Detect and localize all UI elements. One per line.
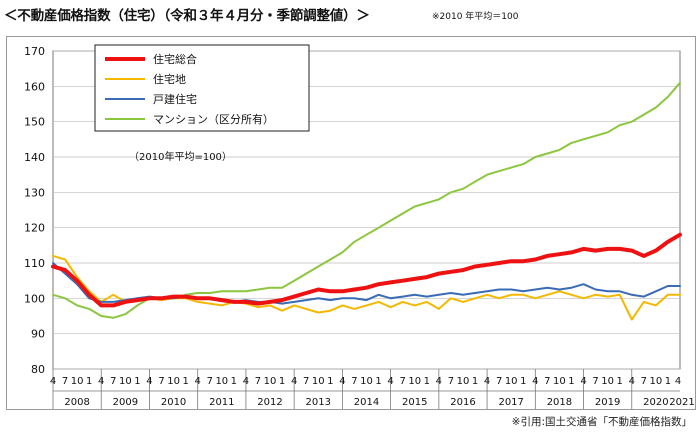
x-month-label: 10 bbox=[408, 376, 421, 387]
x-month-label: 10 bbox=[650, 376, 663, 387]
x-month-label: 10 bbox=[167, 376, 180, 387]
x-month-label: 1 bbox=[665, 376, 671, 387]
x-month-label: 7 bbox=[62, 376, 68, 387]
chart-annotation: （2010年平均=100） bbox=[129, 150, 232, 163]
x-month-label: 4 bbox=[580, 376, 586, 387]
x-month-label: 7 bbox=[496, 376, 502, 387]
x-month-label: 4 bbox=[532, 376, 538, 387]
x-year-label: 2011 bbox=[209, 397, 234, 408]
base-year-note: ※2010 年平均＝100 bbox=[432, 12, 519, 22]
x-year-label: 2012 bbox=[257, 397, 282, 408]
x-month-label: 4 bbox=[50, 376, 56, 387]
x-month-label: 7 bbox=[110, 376, 116, 387]
x-year-label: 2014 bbox=[354, 397, 379, 408]
x-month-label: 4 bbox=[146, 376, 152, 387]
x-year-label: 2018 bbox=[547, 397, 572, 408]
x-month-label: 1 bbox=[279, 376, 285, 387]
x-month-label: 4 bbox=[291, 376, 297, 387]
x-month-label: 7 bbox=[158, 376, 164, 387]
x-month-label: 4 bbox=[98, 376, 104, 387]
x-month-label: 10 bbox=[312, 376, 325, 387]
x-month-label: 1 bbox=[231, 376, 237, 387]
source-citation: ※引用:国土交通省「不動産価格指数」 bbox=[511, 416, 692, 428]
x-month-label: 10 bbox=[457, 376, 470, 387]
x-month-label: 10 bbox=[360, 376, 373, 387]
legend-label: 住宅総合 bbox=[153, 52, 197, 66]
x-month-label: 7 bbox=[303, 376, 309, 387]
x-month-label: 7 bbox=[207, 376, 213, 387]
x-year-label: 2016 bbox=[450, 397, 475, 408]
x-month-label: 1 bbox=[472, 376, 478, 387]
x-month-label: 10 bbox=[601, 376, 614, 387]
y-tick-label: 130 bbox=[24, 186, 45, 199]
x-year-label: 2020 bbox=[643, 397, 668, 408]
x-month-label: 1 bbox=[617, 376, 623, 387]
x-year-label: 2017 bbox=[498, 397, 523, 408]
x-month-label: 4 bbox=[675, 376, 681, 387]
x-month-label: 7 bbox=[641, 376, 647, 387]
y-tick-label: 160 bbox=[24, 80, 45, 93]
y-tick-label: 110 bbox=[24, 257, 45, 270]
x-month-label: 1 bbox=[568, 376, 574, 387]
y-tick-label: 100 bbox=[24, 292, 45, 305]
x-month-label: 1 bbox=[327, 376, 333, 387]
x-year-label: 2009 bbox=[113, 397, 138, 408]
x-month-label: 7 bbox=[544, 376, 550, 387]
x-month-label: 4 bbox=[243, 376, 249, 387]
x-month-label: 4 bbox=[484, 376, 490, 387]
x-month-label: 7 bbox=[255, 376, 261, 387]
x-month-label: 10 bbox=[215, 376, 228, 387]
x-month-label: 1 bbox=[134, 376, 140, 387]
x-month-label: 1 bbox=[375, 376, 381, 387]
x-month-label: 7 bbox=[592, 376, 598, 387]
x-year-label: 2021 bbox=[669, 397, 694, 408]
x-month-label: 10 bbox=[119, 376, 132, 387]
y-tick-label: 140 bbox=[24, 151, 45, 164]
x-month-label: 4 bbox=[195, 376, 201, 387]
page-title: ＜不動産価格指数（住宅）（令和３年４月分・季節調整値）＞ bbox=[4, 8, 370, 24]
legend-label: マンション（区分所有） bbox=[153, 112, 274, 126]
x-year-label: 2008 bbox=[64, 397, 89, 408]
x-year-label: 2015 bbox=[402, 397, 427, 408]
x-month-label: 4 bbox=[436, 376, 442, 387]
x-month-label: 1 bbox=[182, 376, 188, 387]
x-month-label: 7 bbox=[448, 376, 454, 387]
y-tick-label: 90 bbox=[31, 328, 45, 341]
x-month-label: 4 bbox=[629, 376, 635, 387]
x-month-label: 4 bbox=[387, 376, 393, 387]
y-tick-label: 150 bbox=[24, 116, 45, 129]
chart-frame: 80 90 100 110 120 130 140 150 160 170 4 7 10 1 2008 4 7 1… bbox=[6, 36, 696, 410]
x-month-label: 7 bbox=[399, 376, 405, 387]
x-month-label: 10 bbox=[71, 376, 84, 387]
x-year-label: 2010 bbox=[161, 397, 186, 408]
x-month-label: 10 bbox=[264, 376, 277, 387]
x-month-label: 1 bbox=[520, 376, 526, 387]
x-month-label: 10 bbox=[553, 376, 566, 387]
y-tick-label: 120 bbox=[24, 222, 45, 235]
legend-label: 戸建住宅 bbox=[153, 92, 197, 106]
x-month-label: 7 bbox=[351, 376, 357, 387]
x-month-label: 10 bbox=[505, 376, 518, 387]
series-line-0 bbox=[51, 232, 682, 308]
x-month-label: 1 bbox=[424, 376, 430, 387]
x-month-label: 1 bbox=[86, 376, 92, 387]
y-tick-label: 80 bbox=[31, 363, 45, 376]
x-month-label: 4 bbox=[339, 376, 345, 387]
y-tick-label: 170 bbox=[24, 45, 45, 58]
x-year-label: 2019 bbox=[595, 397, 620, 408]
x-year-label: 2013 bbox=[306, 397, 331, 408]
legend-label: 住宅地 bbox=[153, 72, 186, 86]
